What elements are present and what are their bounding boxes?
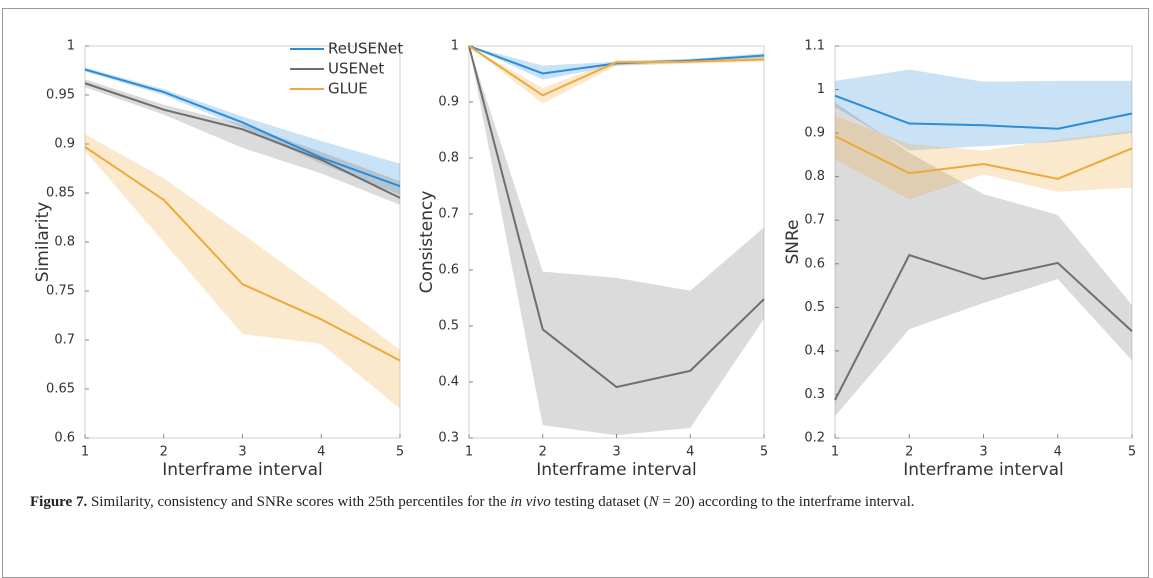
band [835,102,1132,417]
y-tick-label: 0.9 [54,137,75,152]
y-tick-label: 0.5 [438,319,459,334]
x-axis-title: Interframe interval [903,460,1064,480]
x-axis-title: Interframe interval [162,460,323,480]
y-tick-label: 0.75 [46,284,75,299]
band [469,46,764,436]
legend-label: GLUE [328,80,368,98]
y-tick-label: 0.4 [438,375,459,390]
y-tick-label: 0.85 [46,186,75,201]
caption-text: N [648,494,659,510]
band [85,134,400,409]
y-axis-title: SNRe [783,219,803,264]
caption-label: Figure 7. [30,494,88,510]
x-tick-label: 2 [905,445,913,460]
y-tick-label: 0.6 [804,256,825,271]
y-tick-label: 0.3 [804,387,825,402]
x-axis-title: Interframe interval [536,460,697,480]
y-tick-label: 0.7 [54,333,75,348]
x-tick-label: 1 [81,445,89,460]
x-tick-label: 5 [396,445,404,460]
y-tick-label: 0.7 [438,207,459,222]
band [85,67,400,195]
line [834,94,1133,130]
line [834,135,1133,180]
y-tick-label: 1 [67,39,75,54]
x-tick-label: 1 [465,445,473,460]
x-tick-label: 5 [1128,445,1136,460]
y-axis-title: Consistency [417,191,437,294]
x-tick-label: 4 [1054,445,1062,460]
y-tick-label: 1.1 [804,39,825,54]
x-tick-label: 3 [979,445,987,460]
y-tick-label: 0.5 [804,300,825,315]
x-tick-label: 3 [612,445,620,460]
line [84,82,401,199]
legend-label: USENet [328,60,384,78]
y-axis-title: Similarity [33,202,53,282]
y-tick-label: 0.2 [804,431,825,446]
y-tick-label: 0.9 [804,126,825,141]
y-tick-label: 0.8 [438,151,459,166]
y-tick-label: 1 [451,39,459,54]
line [834,253,1133,401]
y-tick-label: 0.6 [438,263,459,278]
y-tick-label: 0.6 [54,431,75,446]
x-tick-label: 4 [317,445,325,460]
y-tick-label: 0.3 [438,431,459,446]
y-tick-label: 0.8 [54,235,75,250]
band [835,69,1132,151]
caption-text: Similarity, consistency and SNRe scores … [90,494,511,510]
caption: Figure 7. Similarity, consistency and SN… [30,492,1090,513]
caption-text: = 20) according to the interframe interv… [658,494,915,510]
line [468,45,765,97]
legend-label: ReUSENet [328,40,403,58]
y-tick-label: 0.9 [438,95,459,110]
y-tick-label: 0.4 [804,343,825,358]
x-tick-label: 1 [831,445,839,460]
x-tick-label: 3 [238,445,246,460]
line [84,68,401,188]
x-tick-label: 5 [760,445,768,460]
caption-text: in vivo [510,494,551,510]
x-tick-label: 2 [539,445,547,460]
y-tick-label: 0.65 [46,382,75,397]
caption-text: testing dataset ( [550,494,649,510]
y-tick-label: 0.8 [804,169,825,184]
y-tick-label: 1 [817,82,825,97]
line [468,45,765,75]
y-tick-label: 0.7 [804,213,825,228]
line [468,45,765,389]
y-tick-label: 0.95 [46,88,75,103]
x-tick-label: 2 [160,445,168,460]
line [84,146,401,362]
x-tick-label: 4 [686,445,694,460]
